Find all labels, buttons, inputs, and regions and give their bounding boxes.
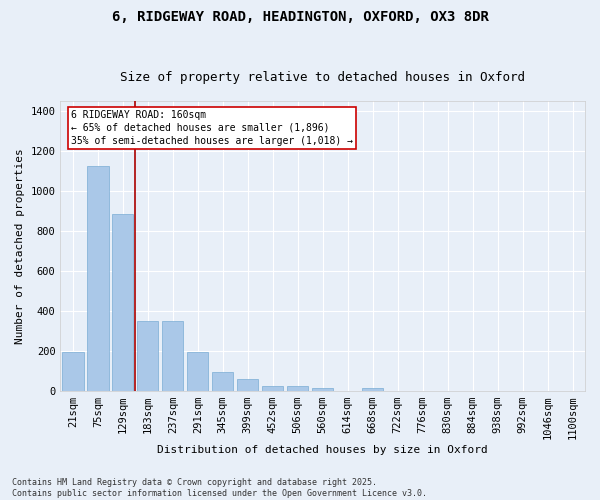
Bar: [137, 321, 158, 391]
Bar: [162, 321, 184, 391]
Text: 6 RIDGEWAY ROAD: 160sqm
← 65% of detached houses are smaller (1,896)
35% of semi: 6 RIDGEWAY ROAD: 160sqm ← 65% of detache…: [71, 110, 353, 146]
Title: Size of property relative to detached houses in Oxford: Size of property relative to detached ho…: [120, 72, 525, 85]
Y-axis label: Number of detached properties: Number of detached properties: [15, 148, 25, 344]
Bar: [62, 352, 83, 391]
Bar: [312, 388, 334, 391]
Text: Contains HM Land Registry data © Crown copyright and database right 2025.
Contai: Contains HM Land Registry data © Crown c…: [12, 478, 427, 498]
Bar: [112, 214, 133, 391]
Text: 6, RIDGEWAY ROAD, HEADINGTON, OXFORD, OX3 8DR: 6, RIDGEWAY ROAD, HEADINGTON, OXFORD, OX…: [112, 10, 488, 24]
Bar: [237, 379, 259, 391]
Bar: [87, 166, 109, 391]
Bar: [212, 372, 233, 391]
Bar: [362, 388, 383, 391]
Bar: [187, 352, 208, 391]
Bar: [287, 386, 308, 391]
Bar: [262, 386, 283, 391]
X-axis label: Distribution of detached houses by size in Oxford: Distribution of detached houses by size …: [157, 445, 488, 455]
